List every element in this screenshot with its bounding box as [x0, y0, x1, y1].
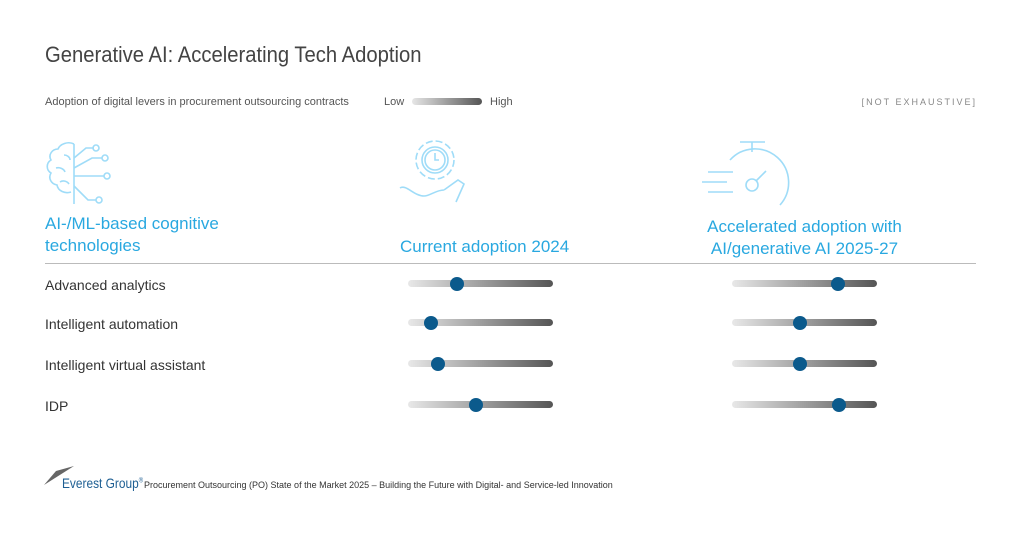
- page-title: Generative AI: Accelerating Tech Adoptio…: [45, 42, 422, 67]
- row-label: Intelligent automation: [45, 316, 179, 332]
- current-adoption-slider: [408, 397, 553, 412]
- not-exhaustive-note: [NOT EXHAUSTIVE]: [861, 97, 977, 107]
- brain-circuit-icon: [46, 142, 111, 204]
- row-label: IDP: [45, 398, 69, 414]
- accelerated-adoption-marker: [832, 397, 847, 412]
- current-adoption-slider: [408, 276, 553, 291]
- legend-subtitle: Adoption of digital levers in procuremen…: [45, 96, 349, 108]
- footer-source: Procurement Outsourcing (PO) State of th…: [144, 480, 613, 490]
- legend-gradient-bar: [412, 98, 482, 105]
- current-adoption-marker: [450, 276, 465, 291]
- logo-name: Everest Group: [62, 475, 139, 491]
- everest-group-logo: [44, 464, 78, 491]
- column-header-accelerated: Accelerated adoption with AI/generative …: [707, 217, 902, 258]
- accelerated-adoption-marker: [793, 315, 808, 330]
- accelerated-adoption-slider: [732, 356, 877, 371]
- current-adoption-marker: [469, 397, 484, 412]
- accelerated-adoption-slider: [732, 397, 877, 412]
- logo-text: Everest Group®: [62, 475, 143, 491]
- accelerated-adoption-marker: [830, 276, 845, 291]
- accelerated-adoption-slider: [732, 315, 877, 330]
- row-label: Intelligent virtual assistant: [45, 357, 206, 373]
- row-label: Advanced analytics: [45, 277, 166, 293]
- current-adoption-slider: [408, 356, 553, 371]
- gear-clock-hand-icon: [399, 140, 466, 203]
- current-adoption-slider: [408, 315, 553, 330]
- legend-high-label: High: [490, 96, 513, 108]
- legend-low-label: Low: [384, 96, 405, 108]
- current-adoption-marker: [424, 315, 439, 330]
- stopwatch-speed-icon: [702, 141, 790, 206]
- mountain-logo-icon: [44, 466, 74, 485]
- header-divider: [45, 263, 976, 264]
- current-adoption-marker: [431, 356, 446, 371]
- accelerated-adoption-marker: [793, 356, 808, 371]
- registered-mark: ®: [138, 477, 144, 485]
- column-header-technology: AI-/ML-based cognitive technologies: [45, 214, 219, 255]
- accelerated-adoption-slider: [732, 276, 877, 291]
- column-header-current: Current adoption 2024: [400, 237, 570, 256]
